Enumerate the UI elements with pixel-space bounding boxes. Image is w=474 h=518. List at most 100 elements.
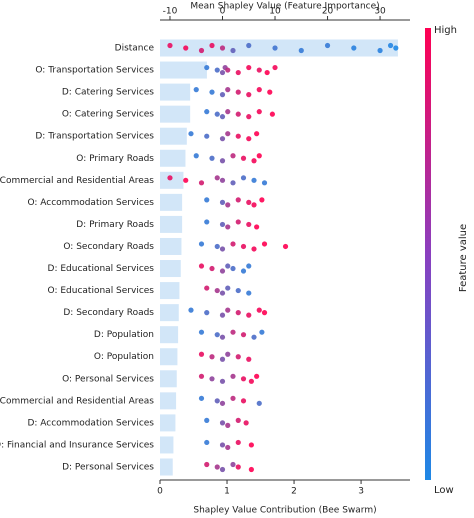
x2-tick-label: 20 — [322, 7, 334, 17]
swarm-point — [251, 177, 257, 183]
feature-label: O: Educational Services — [48, 286, 155, 296]
feature-label: D: Financial and Insurance Services — [0, 440, 154, 450]
swarm-point — [219, 221, 226, 228]
swarm-point — [248, 378, 254, 384]
swarm-point — [235, 133, 241, 139]
swarm-point — [254, 373, 260, 379]
importance-bar — [160, 304, 179, 322]
swarm-point — [198, 373, 205, 379]
swarm-point — [193, 87, 199, 93]
swarm-point — [248, 466, 254, 473]
feature-label: D: Commercial and Residential Areas — [0, 396, 154, 406]
swarm-point — [393, 45, 399, 51]
feature-label: D: Educational Services — [48, 264, 155, 274]
swarm-point — [235, 69, 241, 76]
swarm-point — [240, 155, 247, 161]
swarm-point — [198, 241, 205, 247]
swarm-point — [204, 219, 210, 225]
importance-bar — [160, 237, 182, 255]
feature-label: O: Primary Roads — [76, 154, 154, 164]
swarm-point — [188, 131, 194, 137]
importance-bar — [160, 282, 180, 300]
swarm-point — [204, 133, 210, 139]
swarm-point — [230, 153, 236, 159]
importance-bar — [160, 61, 207, 79]
swarm-point — [209, 155, 215, 161]
swarm-point — [377, 47, 383, 54]
swarm-point — [251, 158, 257, 164]
swarm-point — [387, 42, 394, 49]
swarm-point — [225, 87, 231, 93]
swarm-point — [240, 268, 247, 274]
swarm-point — [214, 332, 220, 338]
swarm-point — [198, 329, 205, 335]
swarm-point — [204, 285, 210, 291]
swarm-point — [198, 180, 205, 186]
swarm-point — [259, 329, 265, 335]
swarm-point — [259, 197, 265, 203]
swarm-point — [214, 111, 220, 117]
swarm-point — [240, 243, 247, 250]
swarm-point — [251, 246, 257, 252]
x-tick-label: 2 — [291, 487, 297, 497]
swarm-point — [254, 131, 260, 137]
swarm-point — [225, 67, 231, 73]
swarm-point — [269, 111, 275, 117]
swarm-point — [198, 351, 205, 357]
importance-bar — [160, 149, 186, 167]
swarm-point — [251, 202, 257, 208]
feature-label: O: Population — [94, 352, 154, 362]
swarm-point — [225, 444, 231, 451]
swarm-point — [230, 461, 236, 468]
swarm-point — [254, 224, 260, 230]
swarm-point — [219, 199, 226, 205]
swarm-point — [219, 246, 226, 252]
swarm-point — [264, 69, 270, 76]
swarm-point — [209, 354, 215, 360]
swarm-point — [219, 177, 226, 183]
swarm-point — [235, 439, 241, 446]
swarm-point — [256, 400, 262, 406]
swarm-point — [219, 312, 226, 318]
feature-label: Distance — [115, 44, 155, 54]
importance-bar — [160, 458, 173, 476]
swarm-point — [230, 265, 236, 272]
swarm-point — [230, 241, 236, 247]
swarm-point — [225, 224, 231, 230]
swarm-point — [204, 417, 210, 423]
x2-tick-label: -10 — [163, 7, 178, 17]
swarm-point — [246, 263, 252, 269]
swarm-point — [209, 265, 215, 272]
swarm-point — [267, 89, 273, 95]
x2-tick-label: 10 — [269, 7, 281, 17]
swarm-point — [204, 310, 210, 316]
swarm-point — [230, 47, 236, 54]
swarm-point — [235, 89, 241, 95]
swarm-point — [219, 69, 226, 76]
importance-bar — [160, 260, 181, 278]
swarm-point — [235, 464, 241, 470]
swarm-point — [204, 461, 210, 468]
importance-bar — [160, 348, 178, 366]
swarm-point — [183, 45, 189, 51]
importance-bar — [160, 370, 177, 388]
x2-tick-label: 0 — [220, 7, 226, 17]
top-axis-title: Mean Shapley Value (Feature Importance) — [190, 2, 379, 12]
swarm-point — [256, 153, 262, 159]
swarm-point — [246, 136, 252, 142]
swarm-point — [351, 45, 357, 51]
swarm-point — [235, 111, 241, 117]
feature-label: O: Transportation Services — [35, 66, 154, 76]
swarm-point — [167, 42, 173, 49]
swarm-point — [219, 442, 226, 448]
swarm-point — [219, 45, 226, 51]
colorbar-high: High — [434, 25, 457, 36]
feature-label: D: Accommodation Services — [27, 418, 154, 428]
swarm-point — [219, 378, 226, 384]
swarm-point — [240, 332, 247, 338]
swarm-point — [243, 420, 249, 426]
swarm-point — [183, 177, 189, 183]
importance-bar — [160, 127, 187, 145]
importance-bar — [160, 39, 398, 57]
swarm-point — [235, 219, 241, 225]
